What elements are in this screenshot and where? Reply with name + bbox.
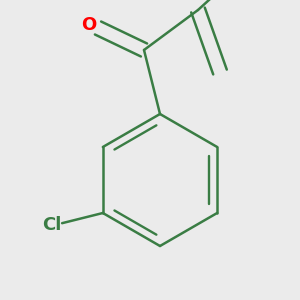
Text: O: O — [82, 16, 97, 34]
Text: Cl: Cl — [42, 216, 62, 234]
